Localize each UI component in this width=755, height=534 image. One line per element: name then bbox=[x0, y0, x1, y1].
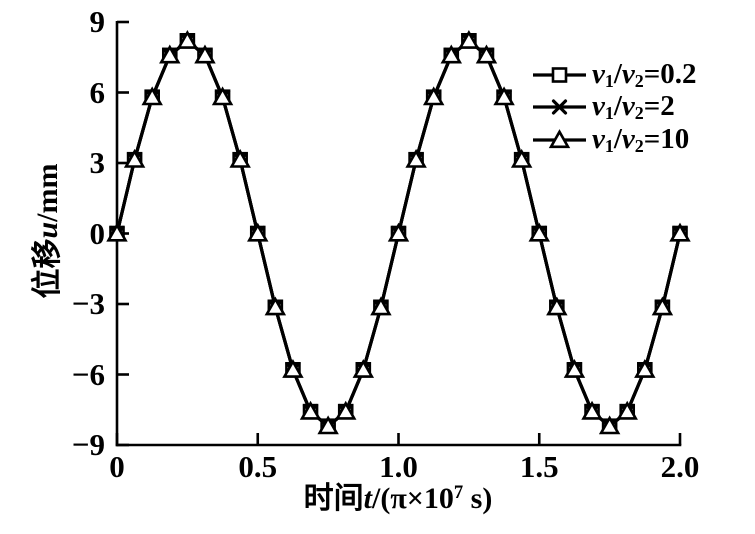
label-part: v bbox=[621, 123, 635, 155]
triangle-marker bbox=[352, 358, 375, 378]
label-part: 2 bbox=[634, 135, 644, 156]
triangle-marker bbox=[422, 86, 445, 106]
triangle-marker bbox=[458, 29, 480, 49]
label-part: v bbox=[592, 58, 605, 90]
label-part: t bbox=[363, 482, 372, 515]
label-part: v bbox=[621, 58, 635, 90]
triangle-marker bbox=[475, 44, 498, 64]
triangle-marker bbox=[247, 222, 269, 242]
label-part: /(π×10 bbox=[372, 482, 454, 515]
y-tick-label: −9 bbox=[71, 427, 105, 462]
legend-item-label: v1/v2=2 bbox=[592, 90, 675, 125]
y-tick-label: 9 bbox=[89, 4, 106, 39]
label-part: 1 bbox=[604, 135, 614, 156]
triangle-marker bbox=[194, 44, 216, 64]
x-axis-ticks bbox=[115, 433, 682, 445]
triangle-marker bbox=[123, 148, 146, 168]
triangle-marker bbox=[405, 148, 427, 168]
label-part: 时间 bbox=[303, 482, 364, 515]
label-part: / bbox=[613, 90, 622, 122]
x-tick-label: 0.5 bbox=[238, 449, 278, 484]
label-part: v bbox=[592, 90, 605, 122]
triangle-marker bbox=[581, 400, 603, 420]
label-part: u bbox=[31, 221, 64, 239]
x-cross-marker bbox=[551, 99, 568, 115]
triangle-marker bbox=[548, 129, 571, 149]
triangle-marker bbox=[211, 86, 234, 106]
legend-item-label: v1/v2=10 bbox=[592, 123, 689, 158]
triangle-marker bbox=[229, 148, 251, 168]
label-part: s) bbox=[463, 482, 493, 515]
x-tick-label: 0 bbox=[109, 449, 125, 484]
triangle-marker bbox=[528, 222, 550, 242]
triangle-marker bbox=[141, 86, 163, 106]
label-part: /mm bbox=[31, 163, 64, 222]
label-part: =10 bbox=[643, 123, 690, 155]
y-tick-label: 0 bbox=[89, 215, 106, 251]
triangle-marker bbox=[264, 296, 287, 316]
label-part: 1 bbox=[604, 70, 614, 91]
triangle-marker bbox=[159, 44, 181, 64]
triangle-marker bbox=[334, 400, 357, 420]
triangle-marker bbox=[563, 358, 586, 378]
square-marker bbox=[551, 67, 568, 83]
triangle-marker bbox=[598, 415, 621, 435]
triangle-marker bbox=[299, 400, 322, 420]
label-part: 2 bbox=[634, 102, 644, 123]
y-tick-label: 6 bbox=[89, 74, 106, 110]
x-tick-label: 1.0 bbox=[379, 449, 418, 484]
triangle-marker bbox=[616, 400, 638, 420]
label-part: 1 bbox=[604, 102, 614, 123]
label-part: =2 bbox=[643, 90, 675, 122]
x-tick-label: 2.0 bbox=[660, 449, 700, 484]
legend-samples bbox=[533, 67, 586, 149]
y-tick-label: −3 bbox=[71, 286, 105, 321]
triangle-marker bbox=[651, 296, 674, 316]
triangle-marker bbox=[440, 44, 463, 64]
label-part: v bbox=[592, 123, 605, 155]
triangle-marker bbox=[546, 296, 568, 316]
triangle-marker bbox=[510, 148, 533, 168]
triangle-marker bbox=[493, 86, 515, 106]
label-part: 位移 bbox=[31, 238, 64, 299]
x-tick-label: 1.5 bbox=[519, 449, 559, 484]
triangle-marker bbox=[106, 222, 128, 242]
triangle-marker bbox=[634, 358, 656, 378]
x-axis-label: 时间t/(π×107 s) bbox=[198, 481, 598, 521]
triangle-marker bbox=[282, 358, 304, 378]
y-axis-label: 位移u/mm bbox=[30, 101, 66, 361]
y-tick-label: −6 bbox=[71, 356, 105, 392]
triangle-marker bbox=[669, 222, 691, 242]
y-tick-label: 3 bbox=[89, 145, 106, 180]
triangle-marker bbox=[370, 296, 392, 316]
label-part: / bbox=[613, 123, 622, 155]
series-v1/v2=10 bbox=[106, 29, 691, 435]
label-part: 2 bbox=[634, 70, 644, 91]
label-part: v bbox=[621, 90, 635, 122]
triangle-marker bbox=[387, 222, 410, 242]
triangle-marker bbox=[317, 415, 339, 435]
label-part: 7 bbox=[453, 481, 464, 503]
legend-item-label: v1/v2=0.2 bbox=[592, 58, 697, 93]
label-part: =0.2 bbox=[643, 58, 697, 90]
label-part: / bbox=[613, 58, 622, 90]
triangle-marker bbox=[176, 29, 199, 49]
